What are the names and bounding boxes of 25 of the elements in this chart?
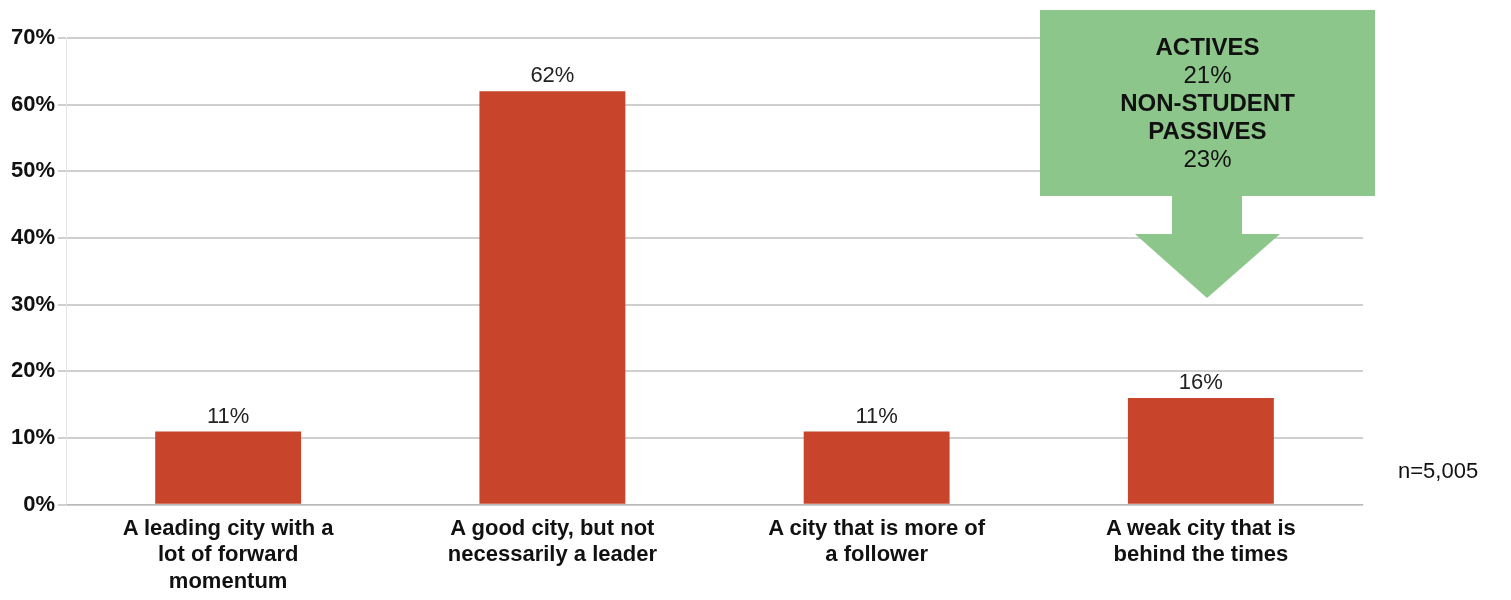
x-tick-label: A good city, but not necessarily a leader — [447, 515, 658, 567]
bar — [479, 91, 626, 504]
annotation: ACTIVES — [1154, 33, 1261, 61]
annotation: NON-STUDENT PASSIVES — [1119, 89, 1296, 145]
y-tick-label: 20% — [10, 357, 56, 383]
data-label: 11% — [206, 402, 250, 428]
x-tick-label: A leading city with a lot of forward momentum — [122, 515, 335, 593]
annotation: 21% — [1182, 61, 1233, 89]
y-tick-label: 30% — [10, 290, 56, 316]
data-label: 11% — [855, 402, 898, 428]
x-tick-label: A city that is more of a follower — [768, 515, 986, 567]
bar — [155, 431, 302, 504]
y-tick-label: 50% — [10, 157, 56, 183]
x-tick-label: A weak city that is behind the times — [1105, 515, 1296, 567]
y-tick-label: 0% — [23, 490, 56, 516]
bar — [803, 431, 950, 504]
y-tick-label: 40% — [10, 224, 56, 250]
y-tick-label: 10% — [10, 424, 56, 450]
annotation: 23% — [1182, 145, 1233, 173]
y-tick-label: 60% — [10, 90, 56, 116]
data-label: 16% — [1178, 369, 1223, 395]
y-tick-label: 70% — [10, 24, 56, 50]
bar — [1127, 398, 1274, 504]
text: n=5,005 — [1398, 458, 1479, 484]
data-label: 62% — [530, 62, 575, 88]
